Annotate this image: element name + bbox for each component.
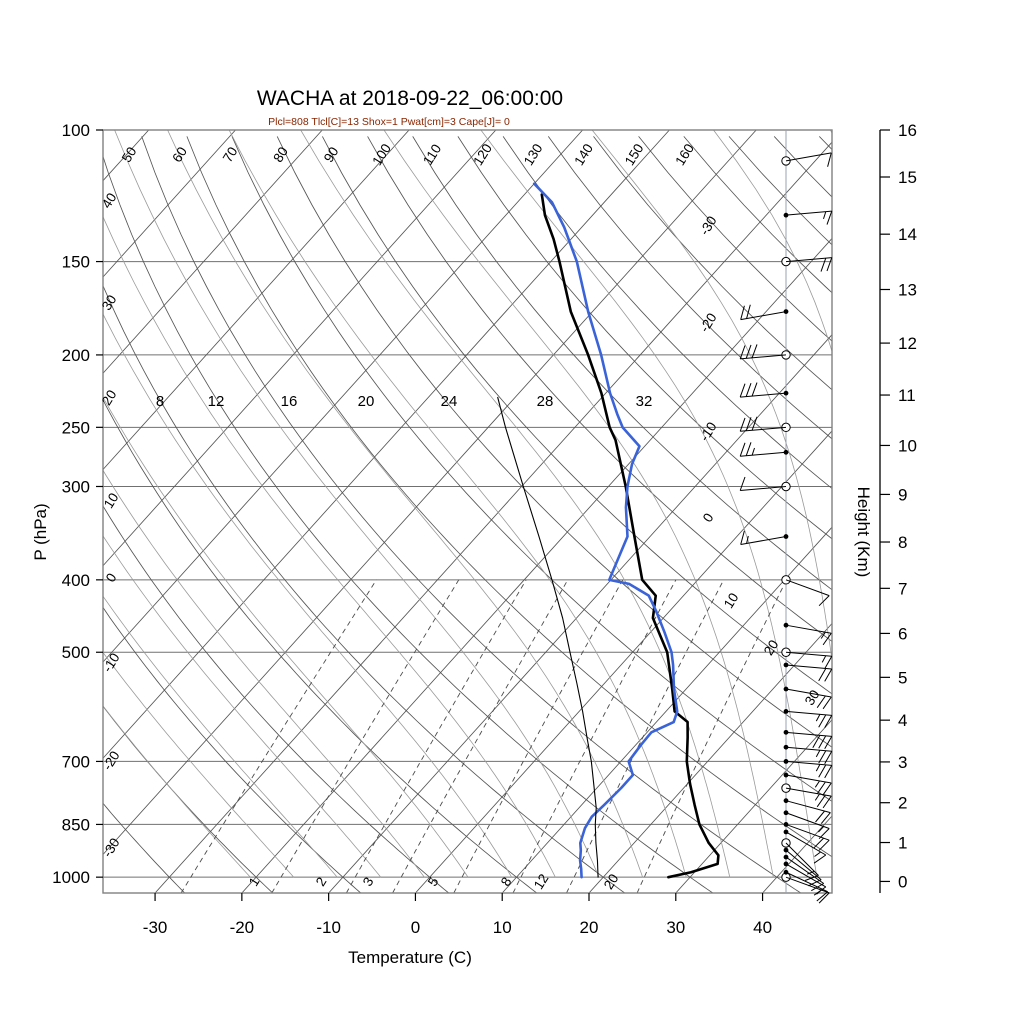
wind-barb (739, 382, 789, 398)
wind-barb (783, 662, 833, 682)
wind-barb (781, 575, 830, 607)
temperature-tick-label: 40 (753, 918, 772, 937)
dry-adiabat-label-mid: 8 (156, 393, 164, 410)
height-tick-label: 10 (898, 436, 917, 455)
pressure-tick-label: 500 (62, 643, 90, 662)
height-tick-label: 12 (898, 334, 917, 353)
isotherm-label-lowerright: 30 (802, 687, 823, 708)
wind-barb (783, 847, 822, 887)
height-tick-label: 15 (898, 168, 917, 187)
dry-adiabat-label-mid: 20 (358, 393, 375, 410)
wind-barb (783, 729, 833, 750)
wind-barb-column (739, 130, 833, 904)
height-tick-label: 16 (898, 121, 917, 140)
wind-barb (783, 686, 832, 710)
plot-frame (102, 129, 833, 894)
pressure-tick-label: 150 (62, 253, 90, 272)
wind-barb (740, 530, 789, 545)
temperature-tick-label: 30 (666, 918, 685, 937)
wind-barb (783, 709, 833, 729)
moist-adiabat-label: 80 (270, 144, 291, 165)
height-tick-label: 5 (898, 668, 907, 687)
height-axis-label: Height (Km) (854, 487, 873, 578)
wind-barb (783, 759, 833, 779)
wind-barb (783, 744, 833, 764)
moist-adiabat-label: 60 (169, 144, 190, 165)
y-axis-label: P (hPa) (31, 503, 50, 560)
dry-adiabat-label-mid: 12 (208, 393, 225, 410)
pressure-tick-label: 400 (62, 571, 90, 590)
height-tick-label: 9 (898, 485, 907, 504)
mixing-ratio-label: 12 (531, 871, 552, 892)
height-tick-label: 3 (898, 753, 907, 772)
wind-barb (781, 838, 819, 881)
dry-adiabat-label-left: 30 (99, 292, 120, 313)
trace-parcel (497, 396, 599, 878)
temperature-tick-label: -30 (143, 918, 168, 937)
temperature-tick-label: 20 (580, 918, 599, 937)
pressure-tick-label: 100 (62, 121, 90, 140)
temperature-tick-label: -20 (230, 918, 255, 937)
wind-barb (739, 476, 791, 492)
dry-adiabat-label-left: 40 (99, 190, 120, 211)
parameter-subtitle: Plcl=808 Tlcl[C]=13 Shox=1 Pwat[cm]=3 Ca… (268, 116, 510, 128)
dry-adiabat-label-mid: 32 (636, 393, 653, 410)
pressure-tick-label: 300 (62, 477, 90, 496)
trace-dewpoint (532, 182, 679, 879)
wind-barb (781, 783, 832, 809)
moist-adiabat-label: 70 (220, 144, 241, 165)
height-tick-label: 0 (898, 872, 907, 891)
wind-barb (739, 416, 791, 433)
wind-barb (740, 304, 789, 321)
isotherm-label-lowerright: 20 (761, 637, 782, 658)
wind-barb (783, 829, 827, 864)
wind-barb (783, 854, 824, 892)
x-axis-label: Temperature (C) (348, 948, 472, 967)
mixing-ratio-label: 20 (601, 871, 622, 892)
height-tick-label: 8 (898, 533, 907, 552)
wind-barb (783, 861, 827, 896)
height-tick-label: 7 (898, 579, 907, 598)
wind-barb (783, 622, 832, 646)
temperature-tick-label: -10 (316, 918, 341, 937)
wind-barb (781, 256, 833, 272)
wind-barb (783, 798, 831, 824)
wind-barb (783, 210, 833, 225)
height-tick-label: 4 (898, 711, 907, 730)
wind-barb (783, 772, 832, 796)
trace-temperature (540, 193, 720, 879)
pressure-tick-label: 1000 (52, 868, 90, 887)
wind-barb (781, 647, 833, 669)
pressure-tick-label: 200 (62, 346, 90, 365)
height-tick-label: 6 (898, 624, 907, 643)
wind-barb (781, 152, 832, 167)
isotherm-label-lowerright: 10 (721, 590, 742, 611)
dry-adiabat-label-mid: 28 (537, 393, 554, 410)
dry-adiabat-label-left: 20 (99, 387, 120, 408)
dry-adiabat-label-mid: 24 (441, 393, 458, 410)
moist-adiabat-label: 90 (321, 144, 342, 165)
pressure-tick-label: 850 (62, 815, 90, 834)
temperature-tick-label: 0 (411, 918, 420, 937)
dry-adiabat-label-mid: 16 (281, 393, 298, 410)
sounding-traces (497, 182, 720, 879)
moist-adiabat-label: 50 (119, 144, 140, 165)
wind-barb (783, 810, 830, 840)
pressure-tick-label: 250 (62, 418, 90, 437)
height-tick-label: 13 (898, 281, 917, 300)
isotherm-label-left: 10 (101, 490, 122, 511)
height-tick-label: 11 (898, 386, 916, 405)
wind-barb (739, 344, 791, 360)
pressure-tick-label: 700 (62, 752, 90, 771)
height-tick-label: 14 (898, 225, 917, 244)
page-title: WACHA at 2018-09-22_06:00:00 (257, 87, 563, 110)
wind-barb (783, 822, 830, 851)
wind-barb (739, 442, 789, 457)
height-tick-label: 1 (898, 834, 907, 853)
height-tick-label: 2 (898, 794, 907, 813)
temperature-tick-label: 10 (493, 918, 512, 937)
